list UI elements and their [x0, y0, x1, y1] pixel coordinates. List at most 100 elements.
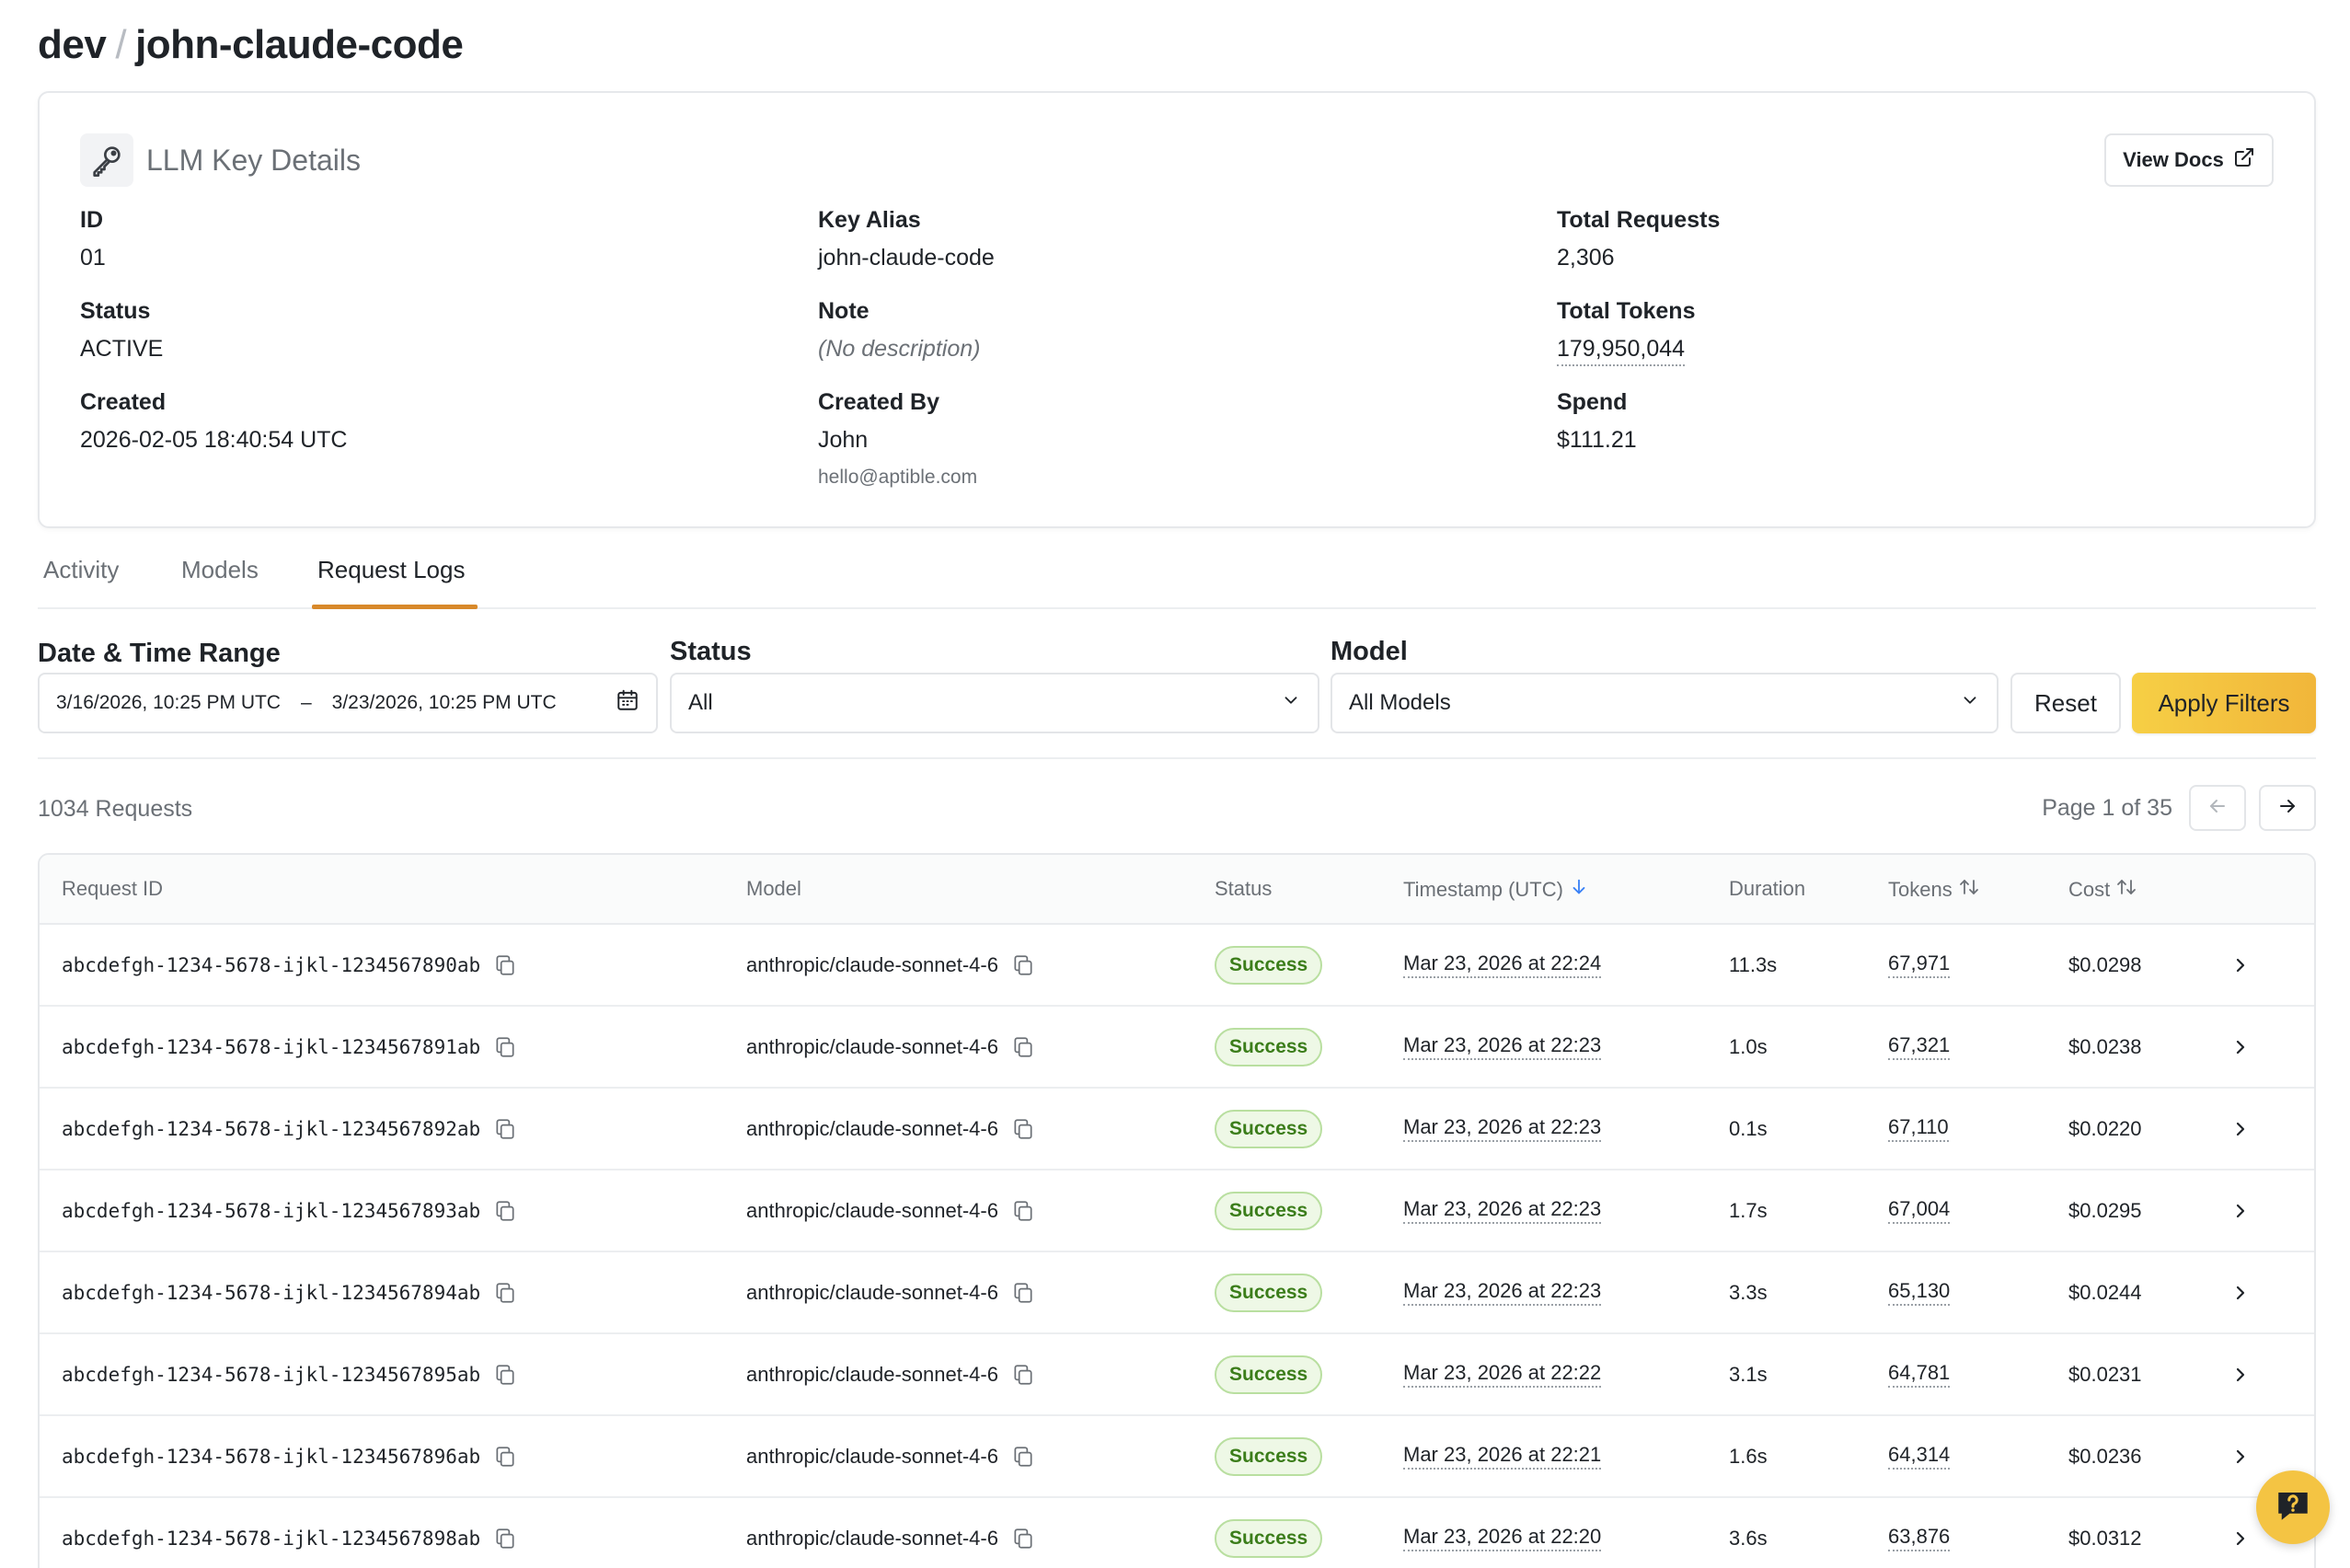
duration: 1.0s	[1729, 1034, 1768, 1058]
copy-icon[interactable]	[1011, 1117, 1035, 1141]
cost-cell: $0.0295	[2068, 1170, 2142, 1251]
table-row[interactable]: abcdefgh-1234-5678-ijkl-1234567890ab anth…	[40, 925, 2314, 1007]
copy-icon[interactable]	[493, 1363, 517, 1387]
copy-icon[interactable]	[493, 1281, 517, 1305]
tab-models[interactable]: Models	[181, 556, 259, 583]
tokens[interactable]: 67,004	[1888, 1197, 1951, 1224]
duration-cell: 3.6s	[1729, 1498, 1768, 1568]
status-cell: Success	[1215, 1089, 1323, 1169]
tokens[interactable]: 67,971	[1888, 951, 1951, 978]
field-value: $111.21	[1557, 427, 1637, 453]
cost: $0.0231	[2068, 1362, 2142, 1386]
timestamp[interactable]: Mar 23, 2026 at 22:23	[1403, 1279, 1602, 1306]
field-value: (No description)	[818, 336, 981, 362]
copy-icon[interactable]	[1011, 1281, 1035, 1305]
tokens[interactable]: 64,314	[1888, 1443, 1951, 1470]
apply-filters-button[interactable]: Apply Filters	[2132, 673, 2316, 733]
column-status: Status	[1215, 877, 1273, 900]
field-label: Total Tokens	[1557, 298, 1696, 324]
status-badge: Success	[1215, 1436, 1323, 1476]
sort-both-icon[interactable]	[1958, 877, 1980, 903]
request-id-cell: abcdefgh-1234-5678-ijkl-1234567898ab	[62, 1498, 517, 1568]
copy-icon[interactable]	[493, 1445, 517, 1469]
table-row[interactable]: abcdefgh-1234-5678-ijkl-1234567895ab anth…	[40, 1334, 2314, 1416]
chevron-right-icon[interactable]	[2229, 1252, 2252, 1332]
sort-both-icon[interactable]	[2115, 877, 2137, 903]
timestamp[interactable]: Mar 23, 2026 at 22:24	[1403, 951, 1602, 978]
chevron-right-icon[interactable]	[2229, 1170, 2252, 1251]
chevron-right-icon[interactable]	[2229, 1334, 2252, 1414]
duration-cell: 1.7s	[1729, 1170, 1768, 1251]
column-tokens[interactable]: Tokens	[1888, 877, 1980, 903]
tokens-cell: 67,971	[1888, 925, 1951, 1005]
arrow-left-icon	[2206, 795, 2229, 822]
tokens[interactable]: 67,321	[1888, 1033, 1951, 1060]
timestamp[interactable]: Mar 23, 2026 at 22:21	[1403, 1443, 1602, 1470]
timestamp[interactable]: Mar 23, 2026 at 22:20	[1403, 1525, 1602, 1551]
table-row[interactable]: abcdefgh-1234-5678-ijkl-1234567898ab anth…	[40, 1498, 2314, 1568]
copy-icon[interactable]	[493, 1117, 517, 1141]
pagination: Page 1 of 35	[2042, 785, 2316, 831]
copy-icon[interactable]	[493, 1527, 517, 1551]
copy-icon[interactable]	[1011, 953, 1035, 977]
copy-icon[interactable]	[1011, 1199, 1035, 1223]
copy-icon[interactable]	[493, 1199, 517, 1223]
tokens-cell: 67,110	[1888, 1089, 1949, 1169]
timestamp-cell: Mar 23, 2026 at 22:23	[1403, 1089, 1602, 1169]
view-docs-button[interactable]: View Docs	[2104, 133, 2274, 187]
tokens[interactable]: 65,130	[1888, 1279, 1951, 1306]
table-header: Request ID Model Status Timestamp (UTC) …	[40, 855, 2314, 925]
request-id-cell: abcdefgh-1234-5678-ijkl-1234567896ab	[62, 1416, 517, 1496]
copy-icon[interactable]	[1011, 1445, 1035, 1469]
timestamp[interactable]: Mar 23, 2026 at 22:23	[1403, 1197, 1602, 1224]
field-value: 01	[80, 245, 106, 271]
timestamp-cell: Mar 23, 2026 at 22:21	[1403, 1416, 1602, 1496]
status-cell: Success	[1215, 1007, 1323, 1087]
tab-request-logs[interactable]: Request Logs	[317, 556, 466, 583]
date-range-picker[interactable]: 3/16/2026, 10:25 PM UTC – 3/23/2026, 10:…	[38, 673, 658, 733]
table-row[interactable]: abcdefgh-1234-5678-ijkl-1234567894ab anth…	[40, 1252, 2314, 1334]
timestamp[interactable]: Mar 23, 2026 at 22:23	[1403, 1115, 1602, 1142]
help-chat-button[interactable]	[2256, 1470, 2330, 1544]
copy-icon[interactable]	[493, 1035, 517, 1059]
timestamp[interactable]: Mar 23, 2026 at 22:23	[1403, 1033, 1602, 1060]
chevron-right-icon[interactable]	[2229, 1498, 2252, 1568]
tab-activity[interactable]: Activity	[43, 556, 120, 583]
model-filter-select[interactable]: All Models	[1331, 673, 1999, 733]
tokens-cell: 67,321	[1888, 1007, 1951, 1087]
tokens[interactable]: 67,110	[1888, 1115, 1949, 1142]
reset-button[interactable]: Reset	[2010, 673, 2121, 733]
request-id: abcdefgh-1234-5678-ijkl-1234567893ab	[62, 1199, 481, 1222]
table-row[interactable]: abcdefgh-1234-5678-ijkl-1234567891ab anth…	[40, 1007, 2314, 1089]
field-value[interactable]: 179,950,044	[1557, 336, 1686, 366]
status-filter-select[interactable]: All	[670, 673, 1319, 733]
copy-icon[interactable]	[1011, 1363, 1035, 1387]
column-cost[interactable]: Cost	[2068, 877, 2137, 903]
copy-icon[interactable]	[1011, 1035, 1035, 1059]
timestamp[interactable]: Mar 23, 2026 at 22:22	[1403, 1361, 1602, 1388]
calendar-icon[interactable]	[616, 688, 639, 718]
tokens[interactable]: 63,876	[1888, 1525, 1951, 1551]
copy-icon[interactable]	[493, 953, 517, 977]
chevron-right-icon[interactable]	[2229, 1089, 2252, 1169]
chevron-right-icon[interactable]	[2229, 925, 2252, 1005]
field-spend: Spend $111.21	[1557, 389, 1637, 454]
tokens[interactable]: 64,781	[1888, 1361, 1951, 1388]
chevron-right-icon[interactable]	[2229, 1416, 2252, 1496]
cost-cell: $0.0298	[2068, 925, 2142, 1005]
filters-divider	[38, 757, 2316, 759]
column-timestamp[interactable]: Timestamp (UTC)	[1403, 877, 1589, 903]
chevron-right-icon[interactable]	[2229, 1007, 2252, 1087]
table-row[interactable]: abcdefgh-1234-5678-ijkl-1234567893ab anth…	[40, 1170, 2314, 1252]
prev-page-button[interactable]	[2189, 785, 2246, 831]
status-badge: Success	[1215, 945, 1323, 985]
table-row[interactable]: abcdefgh-1234-5678-ijkl-1234567896ab anth…	[40, 1416, 2314, 1498]
sort-down-icon[interactable]	[1569, 877, 1589, 903]
next-page-button[interactable]	[2259, 785, 2316, 831]
table-row[interactable]: abcdefgh-1234-5678-ijkl-1234567892ab anth…	[40, 1089, 2314, 1170]
request-id-cell: abcdefgh-1234-5678-ijkl-1234567892ab	[62, 1089, 517, 1169]
breadcrumb-org[interactable]: dev	[38, 22, 107, 67]
copy-icon[interactable]	[1011, 1527, 1035, 1551]
timestamp-cell: Mar 23, 2026 at 22:23	[1403, 1252, 1602, 1332]
duration: 3.6s	[1729, 1526, 1768, 1550]
